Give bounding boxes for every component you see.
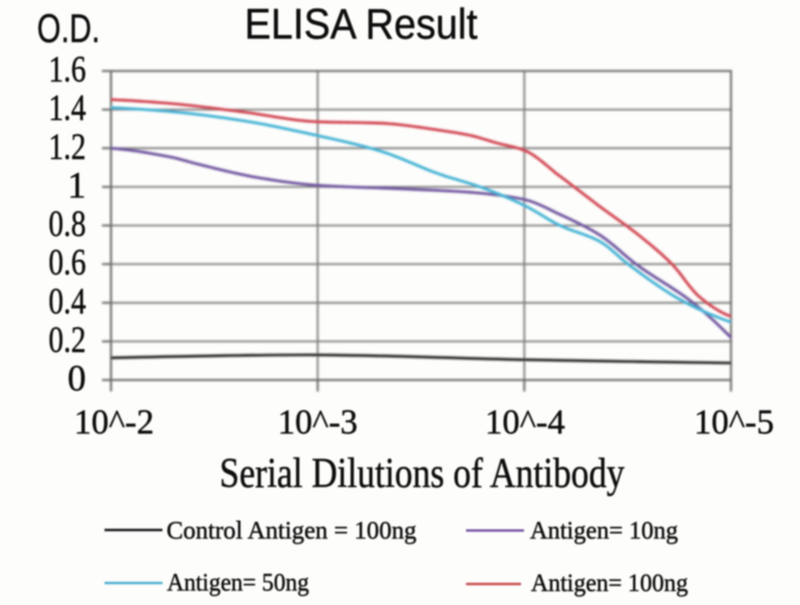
svg-text:0.4: 0.4	[49, 281, 87, 322]
svg-text:0.6: 0.6	[49, 243, 87, 284]
svg-text:0.2: 0.2	[49, 320, 87, 361]
svg-text:ELISA Result: ELISA Result	[245, 1, 478, 49]
svg-text:0.8: 0.8	[49, 204, 87, 245]
svg-text:1.2: 1.2	[49, 127, 87, 168]
svg-text:1.4: 1.4	[49, 88, 87, 129]
svg-text:10^-5: 10^-5	[694, 403, 774, 442]
svg-text:1.6: 1.6	[49, 50, 87, 91]
svg-text:Antigen= 10ng: Antigen= 10ng	[530, 518, 678, 545]
svg-text:Antigen= 100ng: Antigen= 100ng	[531, 570, 688, 597]
svg-text:10^-2: 10^-2	[74, 403, 154, 442]
svg-text:Control Antigen = 100ng: Control Antigen = 100ng	[167, 518, 417, 545]
svg-text:10^-4: 10^-4	[485, 403, 565, 442]
svg-text:O.D.: O.D.	[37, 7, 100, 51]
svg-text:0: 0	[68, 359, 87, 400]
svg-text:1: 1	[68, 165, 87, 206]
svg-text:Antigen= 50ng: Antigen= 50ng	[167, 570, 309, 597]
svg-text:10^-3: 10^-3	[278, 403, 358, 442]
svg-text:Serial Dilutions of Antibody: Serial Dilutions of Antibody	[220, 451, 625, 497]
